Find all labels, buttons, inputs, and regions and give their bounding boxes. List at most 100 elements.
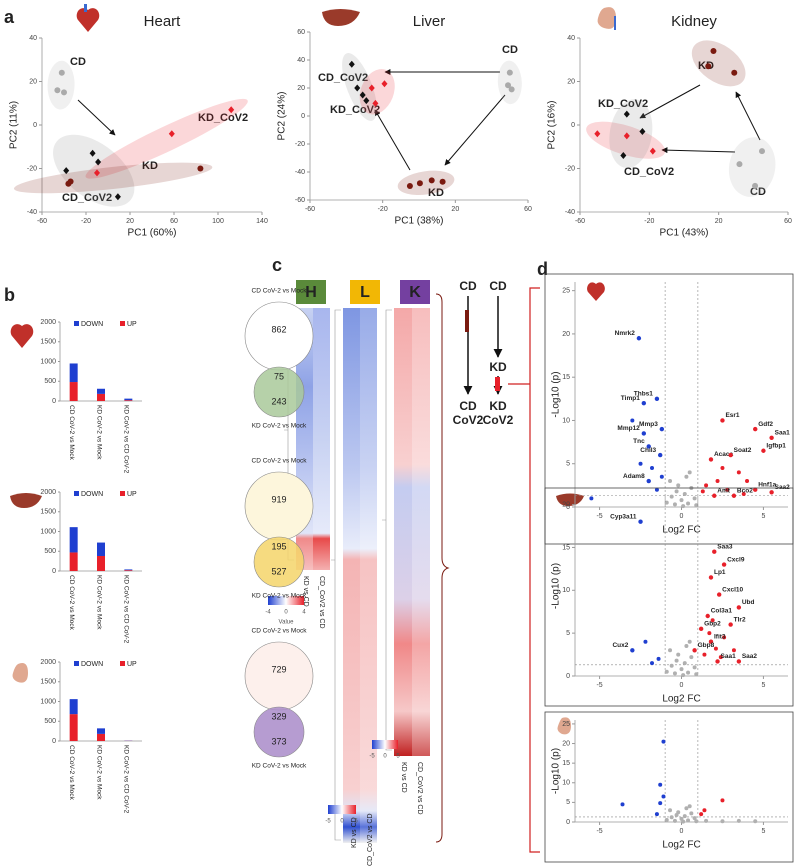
gene-point — [753, 426, 758, 432]
legend-label: DOWN — [81, 661, 103, 668]
point — [731, 69, 738, 76]
heatmap-header — [350, 280, 380, 304]
point — [639, 128, 646, 136]
arrows — [77, 69, 761, 171]
y-tick-label: 20 — [562, 501, 570, 508]
gene-label: Acaca — [714, 451, 734, 458]
gene-label: Cxcl10 — [722, 586, 743, 593]
gene-point — [712, 493, 717, 498]
legend-swatch — [74, 661, 79, 666]
y-tick-label: 2000 — [40, 489, 56, 496]
x-tick-label: 5 — [761, 828, 765, 835]
group-label: KD — [428, 187, 444, 199]
point — [713, 646, 718, 651]
point — [664, 669, 669, 674]
point — [682, 661, 687, 666]
x-tick-label: 60 — [170, 218, 178, 225]
gene-point — [769, 490, 774, 495]
y-tick-label: 10 — [562, 587, 570, 594]
column-label: CD_CoV2 vs CD — [318, 576, 325, 629]
point — [368, 84, 375, 92]
venn-count: 373 — [271, 736, 286, 746]
gene-label: Soat2 — [734, 447, 752, 454]
legend-swatch — [74, 491, 79, 496]
scheme-arrows — [463, 296, 503, 395]
gene-label: Gdf2 — [758, 421, 773, 428]
gene-point — [716, 592, 722, 597]
point — [681, 819, 686, 824]
legend-label: UP — [127, 321, 137, 328]
x-tick-label: -60 — [305, 206, 315, 213]
y-tick-label: -20 — [295, 141, 305, 148]
venn-count: 243 — [271, 396, 286, 406]
point — [406, 183, 413, 189]
gene-label: Igfbp1 — [766, 442, 786, 449]
point — [686, 501, 691, 506]
point — [679, 667, 684, 672]
point — [669, 663, 674, 668]
heatmap-letter: K — [409, 284, 421, 301]
group-label: CD — [750, 186, 766, 198]
venn-label: KD CoV-2 vs Mock — [252, 593, 307, 600]
dendrogram — [284, 309, 392, 841]
point — [672, 671, 677, 676]
point — [661, 794, 666, 799]
gene-point — [692, 648, 697, 653]
heatmap-column — [343, 308, 360, 843]
gene-point — [630, 648, 635, 653]
y-tick-label: -40 — [295, 169, 305, 176]
point — [620, 802, 625, 807]
gene-label: Thbs1 — [634, 391, 654, 398]
y-axis-label: -Log10 (p) — [551, 748, 562, 794]
x-tick-label: KD CoV-2 vs Mock — [95, 405, 102, 460]
point — [707, 631, 712, 636]
point — [720, 466, 725, 471]
point — [589, 496, 594, 501]
plot-frame — [544, 487, 794, 707]
scale-tick: 5 — [396, 754, 400, 760]
gene-label: Mmp3 — [639, 421, 658, 428]
group-ellipse — [609, 99, 653, 169]
legend-swatch — [120, 491, 125, 496]
point — [700, 489, 705, 494]
point — [752, 182, 759, 189]
point — [168, 130, 175, 138]
point — [694, 503, 699, 508]
point — [656, 656, 661, 661]
x-tick-label: 0 — [680, 682, 684, 689]
point — [705, 63, 712, 70]
liver-icon — [10, 493, 42, 508]
x-tick-label: -5 — [596, 513, 602, 520]
venn-circle — [253, 366, 305, 418]
y-axis-label: -Log10 (p) — [551, 563, 562, 609]
point — [197, 165, 204, 172]
bar — [97, 542, 105, 556]
bar — [124, 570, 133, 571]
bracket — [435, 293, 450, 843]
gene-point — [708, 457, 714, 462]
group-label: KD_CoV2 — [330, 104, 380, 116]
y-tick-label: 5 — [566, 630, 570, 637]
venn-circle — [244, 641, 314, 711]
point — [710, 618, 715, 623]
point — [720, 819, 725, 824]
gene-label: Bco2 — [737, 487, 753, 494]
y-tick-label: 10 — [562, 417, 570, 424]
point — [638, 461, 643, 466]
y-tick-label: 0 — [52, 738, 56, 745]
gene-point — [698, 626, 704, 632]
gene-label: Gbp8 — [698, 642, 715, 649]
heart-icon — [10, 324, 34, 348]
point — [722, 635, 727, 640]
x-axis-label: PC1 (43%) — [660, 228, 709, 239]
scheme-label: CoV2 — [483, 413, 514, 427]
scale-tick: 0 — [383, 754, 387, 760]
bar — [124, 400, 133, 401]
gene-label: Adam8 — [623, 473, 645, 480]
venn-label: KD CoV-2 vs Mock — [252, 423, 307, 430]
point — [659, 474, 664, 479]
venn-label: CD CoV-2 vs Mock — [252, 458, 308, 465]
point — [654, 812, 659, 817]
point — [650, 466, 655, 471]
point — [506, 69, 513, 76]
